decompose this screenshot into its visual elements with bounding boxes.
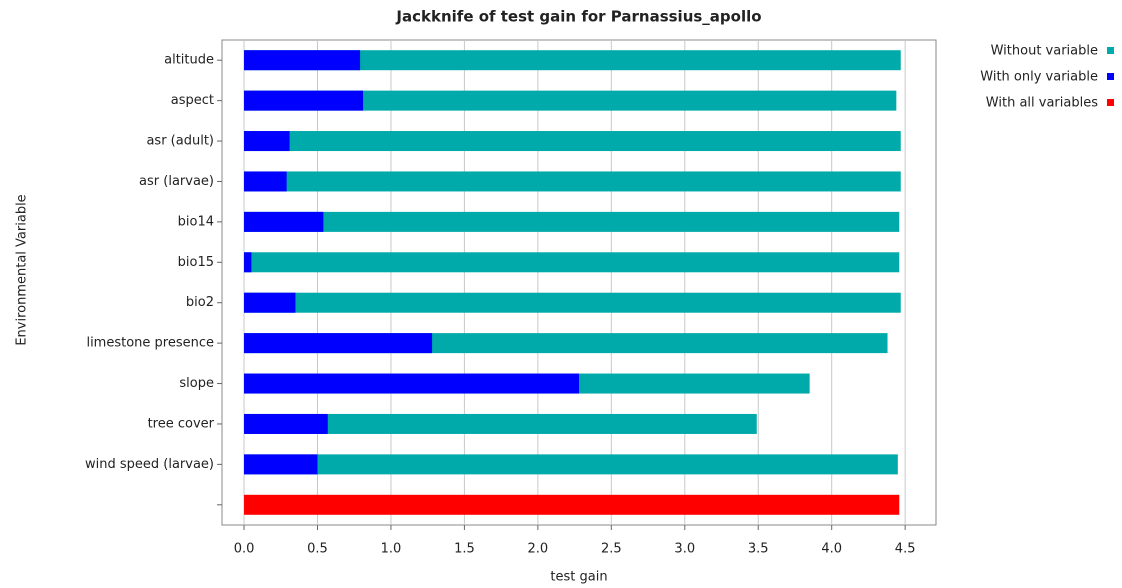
bar [244,50,901,71]
bar [244,413,757,434]
legend-label: With only variable [980,70,1098,85]
bar [244,454,898,475]
x-tick-label: 3.5 [748,542,769,557]
y-tick-label: limestone presence [86,336,214,351]
legend-label: With all variables [986,96,1098,111]
legend-swatch [1107,73,1114,80]
y-tick-label: asr (adult) [146,134,214,149]
y-tick-label: bio2 [186,295,214,310]
x-axis-label: test gain [550,570,607,585]
bar [244,292,296,313]
y-tick-label: wind speed (larvae) [85,457,214,472]
y-tick-label: slope [179,376,214,391]
chart-title: Jackknife of test gain for Parnassius_ap… [395,8,761,26]
plot-area [221,39,937,526]
legend-swatch [1107,47,1114,54]
bar [244,333,433,354]
x-tick-label: 1.0 [381,542,402,557]
y-tick-label: aspect [171,93,214,108]
bar [244,131,290,152]
y-tick-label: bio15 [178,255,214,270]
x-tick-label: 0.5 [307,542,328,557]
y-axis-label: Environmental Variable [15,194,30,345]
x-tick-label: 2.0 [528,542,549,557]
y-tick-label: bio14 [178,214,214,229]
bar [244,494,900,515]
legend-swatch [1107,99,1114,106]
bar [244,211,324,232]
bar [244,131,901,152]
bar [244,171,901,192]
x-tick-label: 3.0 [674,542,695,557]
y-tick-label: altitude [164,53,214,68]
legend-label: Without variable [991,44,1098,59]
bar [244,90,364,111]
bar [244,454,318,475]
x-tick-label: 4.5 [895,542,916,557]
x-tick-label: 1.5 [454,542,475,557]
bar [244,373,579,394]
y-tick-label: tree cover [148,416,215,431]
bar [244,90,897,111]
bar [244,292,901,313]
x-tick-label: 4.0 [821,542,842,557]
x-tick-label: 0.0 [234,542,255,557]
bar [244,252,900,273]
bar [244,413,328,434]
bar [244,252,252,273]
y-tick-label: asr (larvae) [139,174,214,189]
bar [244,50,361,71]
bar [244,211,900,232]
bar [244,171,287,192]
x-tick-label: 2.5 [601,542,622,557]
